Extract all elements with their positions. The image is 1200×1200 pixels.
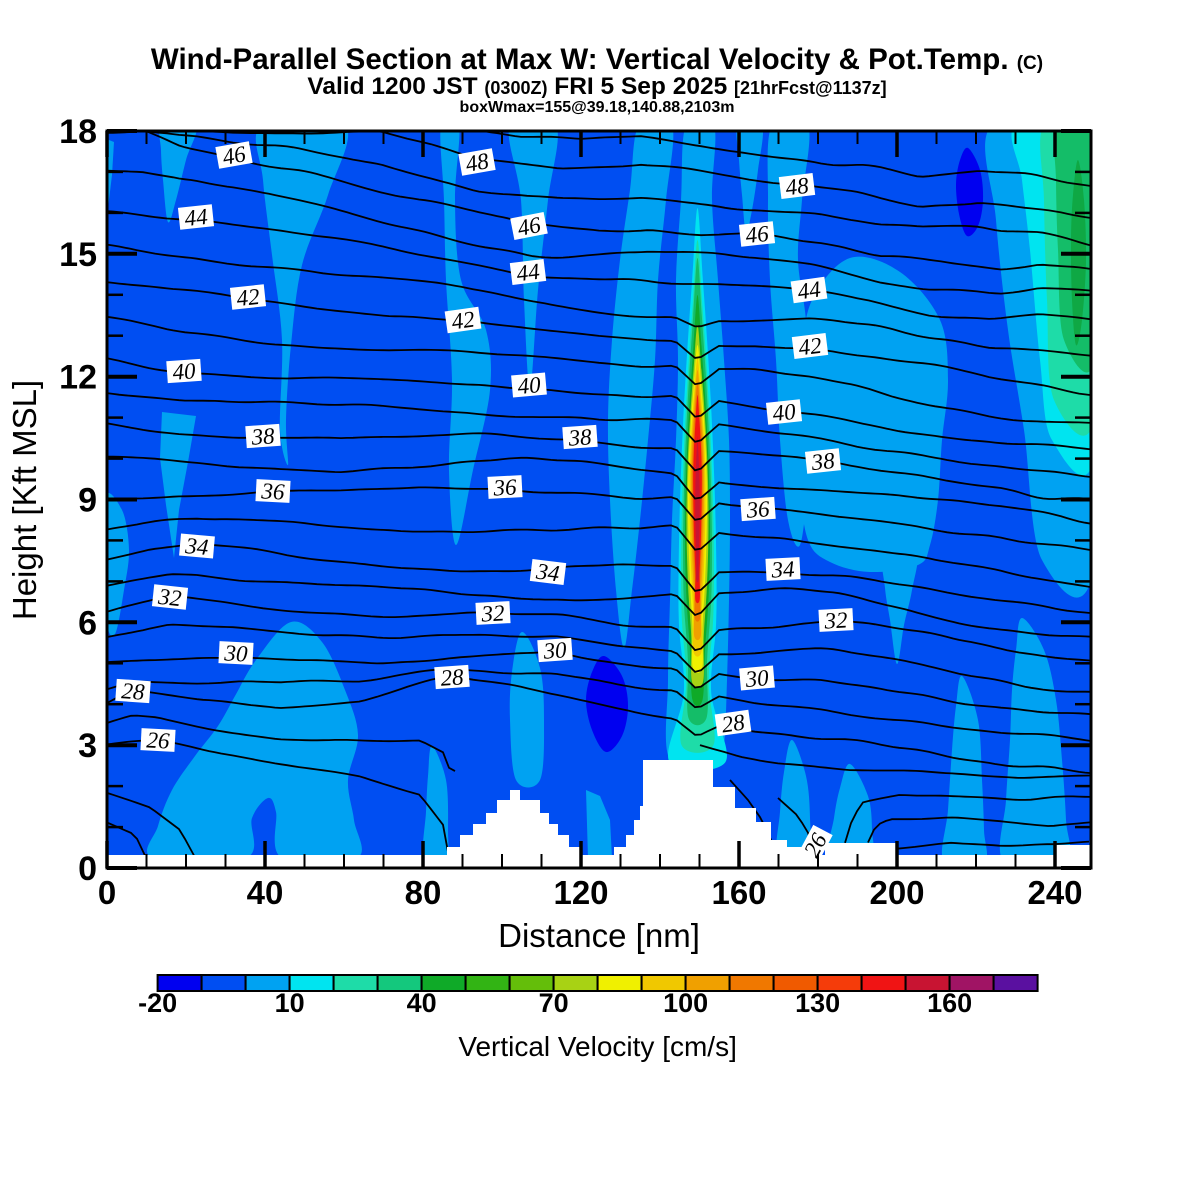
- svg-text:46: 46: [515, 212, 543, 241]
- svg-text:36: 36: [260, 478, 286, 504]
- svg-text:6: 6: [78, 604, 97, 642]
- svg-text:15: 15: [59, 236, 97, 274]
- svg-text:-20: -20: [138, 988, 177, 1018]
- svg-text:70: 70: [539, 988, 569, 1018]
- svg-text:48: 48: [784, 173, 810, 201]
- svg-text:12: 12: [59, 359, 97, 397]
- svg-text:42: 42: [797, 333, 823, 361]
- svg-text:30: 30: [744, 665, 771, 692]
- svg-text:160: 160: [927, 988, 972, 1018]
- svg-text:80: 80: [405, 874, 442, 911]
- svg-text:40: 40: [172, 358, 197, 385]
- svg-text:40: 40: [516, 372, 542, 399]
- svg-text:44: 44: [515, 259, 541, 287]
- svg-text:28: 28: [440, 664, 465, 691]
- svg-text:38: 38: [809, 448, 836, 475]
- svg-text:Valid 1200 JST (0300Z) FRI 5 S: Valid 1200 JST (0300Z) FRI 5 Sep 2025 [2…: [307, 73, 886, 100]
- svg-text:Distance [nm]: Distance [nm]: [498, 917, 700, 954]
- svg-text:44: 44: [183, 204, 208, 231]
- svg-text:240: 240: [1027, 874, 1082, 911]
- svg-text:28: 28: [121, 678, 146, 705]
- svg-text:boxWmax=155@39.18,140.88,2103m: boxWmax=155@39.18,140.88,2103m: [460, 99, 735, 116]
- svg-text:40: 40: [771, 399, 797, 426]
- svg-text:30: 30: [542, 637, 568, 664]
- svg-text:Height [Kft MSL]: Height [Kft MSL]: [6, 380, 43, 620]
- svg-text:26: 26: [146, 727, 171, 753]
- svg-text:0: 0: [78, 850, 97, 888]
- svg-text:34: 34: [770, 556, 795, 582]
- svg-text:36: 36: [492, 474, 518, 500]
- svg-text:Wind-Parallel Section at Max W: Wind-Parallel Section at Max W: Vertical…: [151, 43, 1043, 76]
- svg-text:38: 38: [250, 423, 276, 450]
- svg-text:44: 44: [796, 277, 822, 305]
- svg-text:100: 100: [663, 988, 708, 1018]
- svg-text:40: 40: [407, 988, 437, 1018]
- svg-text:48: 48: [464, 148, 491, 177]
- svg-text:32: 32: [823, 607, 848, 633]
- svg-text:46: 46: [221, 141, 248, 170]
- svg-text:42: 42: [450, 307, 476, 335]
- svg-text:3: 3: [78, 727, 97, 765]
- svg-text:46: 46: [744, 221, 770, 248]
- svg-text:32: 32: [156, 584, 182, 611]
- svg-text:130: 130: [795, 988, 840, 1018]
- svg-text:10: 10: [275, 988, 305, 1018]
- svg-text:38: 38: [567, 424, 593, 451]
- svg-text:28: 28: [720, 709, 747, 737]
- svg-text:120: 120: [553, 874, 608, 911]
- svg-text:34: 34: [183, 533, 209, 560]
- svg-text:Vertical Velocity [cm/s]: Vertical Velocity [cm/s]: [458, 1031, 737, 1062]
- svg-text:9: 9: [78, 482, 97, 520]
- svg-text:160: 160: [711, 874, 766, 911]
- svg-text:30: 30: [223, 640, 249, 666]
- svg-text:36: 36: [745, 496, 771, 523]
- svg-text:18: 18: [59, 113, 97, 151]
- svg-text:32: 32: [480, 600, 505, 626]
- svg-text:200: 200: [869, 874, 924, 911]
- svg-text:40: 40: [247, 874, 284, 911]
- svg-text:34: 34: [534, 559, 561, 587]
- svg-text:0: 0: [98, 874, 116, 911]
- svg-text:42: 42: [235, 284, 260, 311]
